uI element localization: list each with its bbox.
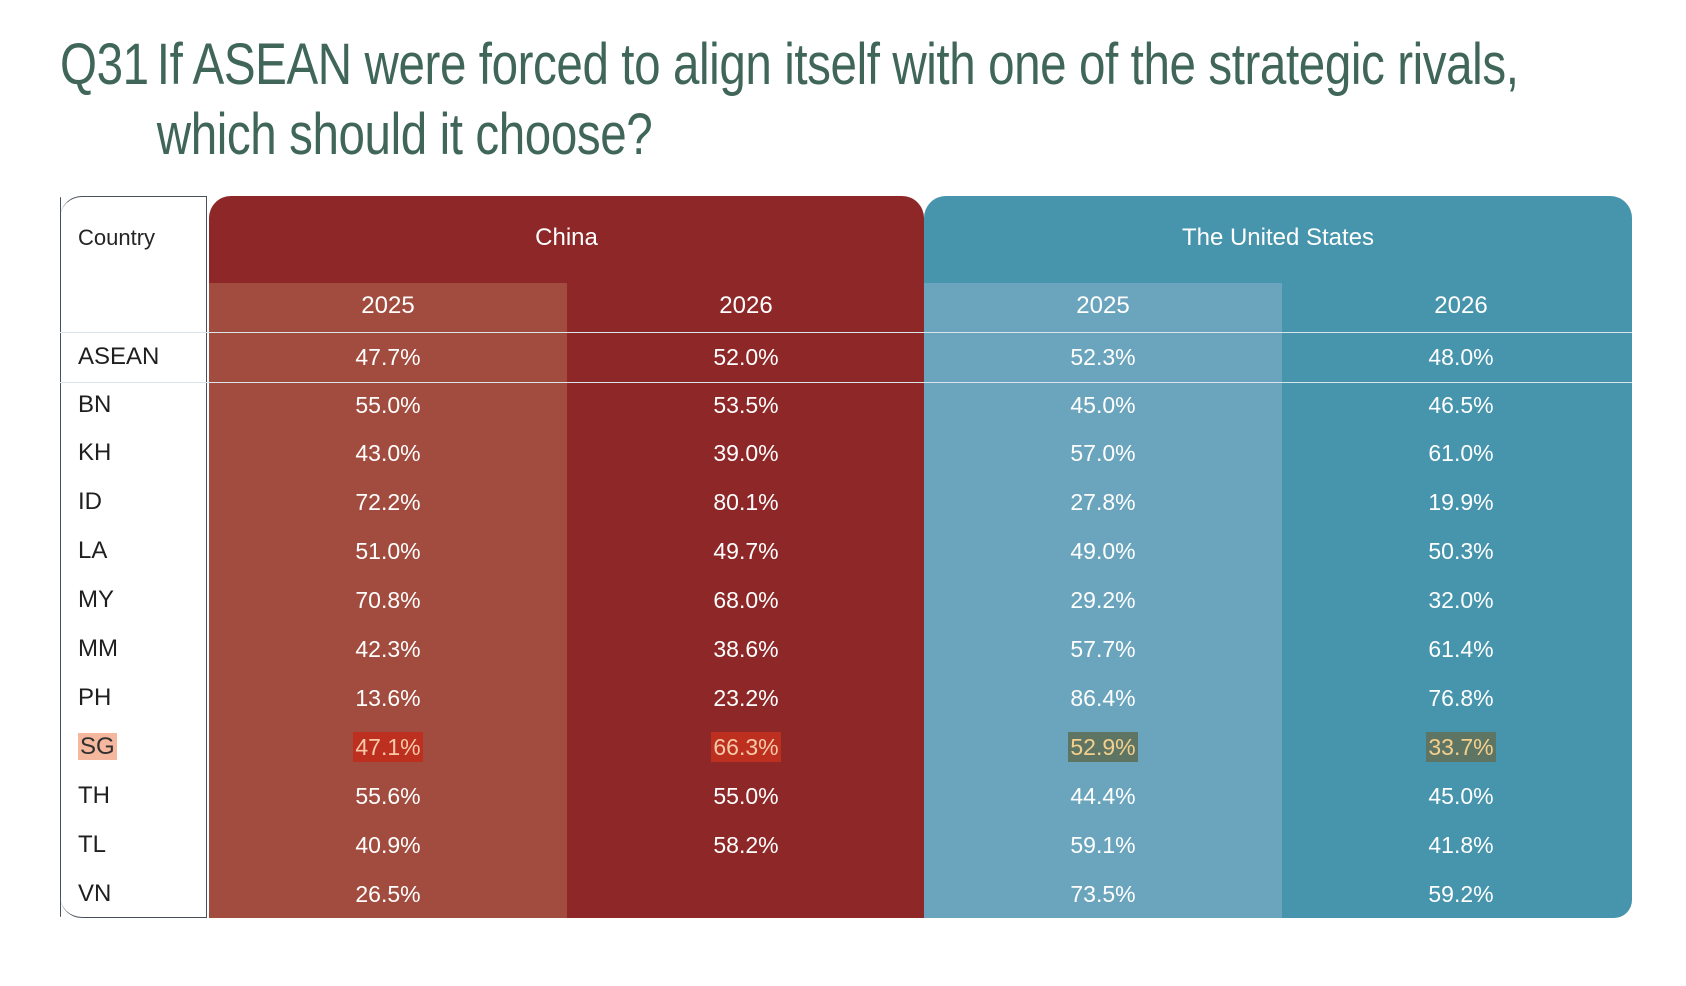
value-my-us-2026: 32.0% — [1428, 587, 1494, 613]
value-la-us-2025: 49.0% — [1070, 538, 1136, 564]
value-la-china-2026: 49.7% — [713, 538, 779, 564]
value-bn-china-2025: 55.0% — [355, 392, 421, 418]
value-th-us-2025: 44.4% — [1070, 783, 1136, 809]
united-states-group-label: The United States — [1181, 224, 1375, 251]
value-id-us-2026: 19.9% — [1428, 489, 1494, 515]
country-label-sg: SG — [78, 732, 117, 762]
value-tl-china-2025: 40.9% — [355, 832, 421, 858]
country-label-my: MY — [78, 586, 114, 613]
value-vn-us-2025: 73.5% — [1070, 881, 1136, 907]
country-label-tl: TL — [78, 831, 107, 858]
question-text: If ASEAN were forced to align itself wit… — [156, 32, 1519, 167]
value-bn-us-2026: 46.5% — [1428, 392, 1494, 418]
value-kh-china-2026: 39.0% — [713, 440, 779, 466]
china-2025-header: 2025 — [361, 292, 415, 319]
value-sg-china-2026: 66.3% — [567, 732, 925, 762]
highlighted-value: 47.1% — [353, 732, 423, 762]
country-label-la: LA — [78, 537, 108, 564]
value-mm-us-2026: 61.4% — [1428, 636, 1494, 662]
value-ph-china-2025: 13.6% — [355, 685, 421, 711]
value-mm-us-2025: 57.7% — [1070, 636, 1136, 662]
asean-divider — [60, 382, 1632, 383]
value-my-us-2025: 29.2% — [1070, 587, 1136, 613]
value-id-china-2025: 72.2% — [355, 489, 421, 515]
value-th-us-2026: 45.0% — [1428, 783, 1494, 809]
country-column: Country — [60, 196, 207, 918]
value-tl-china-2026: 58.2% — [713, 832, 779, 858]
value-asean-china-2025: 47.7% — [355, 344, 421, 370]
value-th-china-2025: 55.6% — [355, 783, 421, 809]
country-label-mm: MM — [78, 635, 118, 662]
value-tl-us-2025: 59.1% — [1070, 832, 1136, 858]
value-ph-china-2026: 23.2% — [713, 685, 779, 711]
value-tl-us-2026: 41.8% — [1428, 832, 1494, 858]
country-label-bn: BN — [78, 391, 112, 418]
china-2025-column — [209, 283, 567, 918]
value-th-china-2026: 55.0% — [713, 783, 779, 809]
value-ph-us-2025: 86.4% — [1070, 685, 1136, 711]
highlighted-value: 33.7% — [1426, 732, 1496, 762]
value-id-us-2025: 27.8% — [1070, 489, 1136, 515]
value-asean-china-2026: 52.0% — [713, 344, 779, 370]
country-label-th: TH — [78, 782, 110, 809]
header-divider — [60, 332, 1632, 333]
results-table: Country China The United States 2025 202… — [60, 196, 1632, 920]
value-sg-us-2026: 33.7% — [1282, 732, 1640, 762]
value-my-china-2026: 68.0% — [713, 587, 779, 613]
value-kh-us-2025: 57.0% — [1070, 440, 1136, 466]
highlighted-value: 66.3% — [711, 732, 781, 762]
value-kh-us-2026: 61.0% — [1428, 440, 1494, 466]
value-sg-china-2025: 47.1% — [209, 732, 567, 762]
value-kh-china-2025: 43.0% — [355, 440, 421, 466]
value-mm-china-2026: 38.6% — [713, 636, 779, 662]
us-2025-header: 2025 — [1076, 292, 1130, 319]
value-bn-us-2025: 45.0% — [1070, 392, 1136, 418]
value-vn-us-2026: 59.2% — [1428, 881, 1494, 907]
us-2026-header: 2026 — [1434, 292, 1488, 319]
china-group-label: China — [535, 224, 598, 251]
value-mm-china-2025: 42.3% — [355, 636, 421, 662]
value-asean-us-2025: 52.3% — [1070, 344, 1136, 370]
highlighted-country: SG — [78, 733, 117, 760]
china-2026-header: 2026 — [719, 292, 773, 319]
country-header: Country — [78, 225, 156, 250]
value-ph-us-2026: 76.8% — [1428, 685, 1494, 711]
country-label-vn: VN — [78, 880, 112, 907]
value-bn-china-2026: 53.5% — [713, 392, 779, 418]
highlighted-value: 52.9% — [1068, 732, 1138, 762]
us-2025-column — [924, 283, 1282, 918]
country-label-kh: KH — [78, 439, 112, 466]
country-label-ph: PH — [78, 684, 112, 711]
value-id-china-2026: 80.1% — [713, 489, 779, 515]
value-la-china-2025: 51.0% — [355, 538, 421, 564]
value-la-us-2026: 50.3% — [1428, 538, 1494, 564]
question-number: Q31 — [60, 32, 149, 97]
value-my-china-2025: 70.8% — [355, 587, 421, 613]
value-sg-us-2025: 52.9% — [924, 732, 1282, 762]
value-vn-china-2025: 26.5% — [355, 881, 421, 907]
country-label-id: ID — [78, 488, 102, 515]
value-asean-us-2026: 48.0% — [1428, 344, 1494, 370]
country-label-asean: ASEAN — [78, 343, 160, 370]
